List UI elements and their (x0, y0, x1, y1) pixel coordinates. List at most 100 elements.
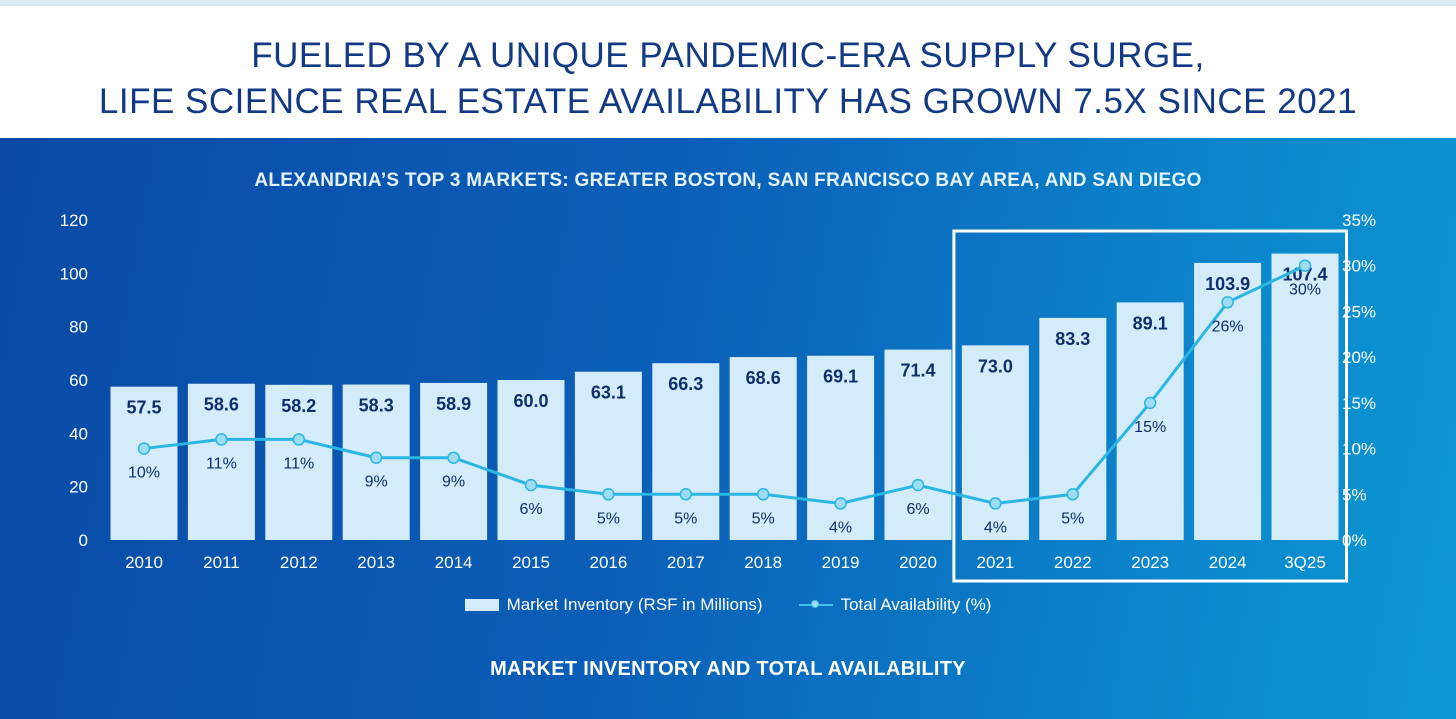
x-tick-label: 2021 (976, 553, 1014, 572)
x-tick-label: 2023 (1131, 553, 1169, 572)
bar-value-label: 63.1 (591, 383, 626, 403)
line-total-availability (143, 264, 1306, 505)
y-right-tick-label: 30% (1342, 257, 1376, 276)
legend-item-availability: Total Availability (%) (798, 595, 992, 615)
bar-value-label: 73.0 (978, 356, 1013, 376)
y-right-tick-label: 15% (1342, 394, 1376, 413)
bar-market-inventory (110, 386, 178, 540)
y-right-tick-label: 35% (1342, 211, 1376, 230)
availability-point (447, 451, 460, 464)
x-tick-label: 2014 (435, 553, 473, 572)
availability-point (679, 488, 693, 501)
x-tick-label: 2020 (899, 553, 937, 572)
x-tick-label: 2017 (667, 553, 705, 572)
x-tick-label: 2018 (744, 553, 782, 572)
legend-line-swatch (798, 599, 833, 611)
chart-footer-title: MARKET INVENTORY AND TOTAL AVAILABILITY (490, 658, 966, 680)
y-right-tick-label: 25% (1342, 302, 1376, 321)
legend-bar-swatch (464, 599, 499, 611)
legend-item-inventory: Market Inventory (RSF in Millions) (464, 595, 763, 615)
legend-label-availability: Total Availability (%) (840, 595, 992, 614)
bar-value-label: 83.3 (1055, 329, 1090, 349)
bar-value-label: 66.3 (668, 374, 703, 394)
x-tick-label: 2012 (280, 553, 318, 572)
bar-value-label: 57.5 (126, 398, 161, 418)
y-right-tick-label: 10% (1342, 440, 1376, 459)
bar-market-inventory (729, 357, 797, 540)
availability-label: 5% (597, 510, 620, 527)
x-tick-label: 2011 (203, 553, 240, 572)
bar-value-label: 58.9 (436, 394, 471, 414)
availability-label: 11% (206, 455, 237, 472)
bar-market-inventory (1039, 317, 1107, 540)
availability-label: 6% (906, 501, 929, 518)
availability-label: 15% (1134, 419, 1166, 436)
bar-value-label: 69.1 (823, 367, 858, 387)
x-tick-label: 2019 (822, 553, 860, 572)
availability-point (369, 451, 383, 464)
availability-point (215, 433, 228, 446)
bar-market-inventory (497, 380, 565, 540)
top-accent-strip (0, 0, 1456, 6)
availability-label: 6% (519, 501, 542, 518)
page-header: FUELED BY A UNIQUE PANDEMIC-ERA SUPPLY S… (0, 6, 1456, 138)
chart-subtitle: ALEXANDRIA’S TOP 3 MARKETS: GREATER BOST… (254, 170, 1202, 191)
y-right-tick-label: 5% (1342, 485, 1367, 504)
availability-point (602, 488, 615, 501)
bar-market-inventory (652, 363, 720, 540)
availability-point (1221, 296, 1234, 309)
bar-value-label: 89.1 (1133, 313, 1168, 333)
availability-point (756, 488, 770, 501)
availability-point (834, 497, 847, 510)
availability-point (911, 478, 925, 492)
availability-point (524, 478, 538, 492)
y-left-tick-label: 60 (69, 371, 88, 390)
x-tick-label: 3Q25 (1284, 553, 1326, 572)
bar-value-label: 58.2 (281, 396, 316, 416)
y-right-tick-label: 0% (1342, 531, 1367, 550)
bar-market-inventory (265, 384, 333, 540)
bar-market-inventory (574, 371, 642, 540)
availability-point (1143, 396, 1157, 410)
availability-label: 5% (674, 510, 697, 527)
y-left-tick-label: 0 (79, 531, 88, 550)
bar-value-label: 71.4 (900, 361, 935, 381)
highlight-box-2021-3q25 (952, 229, 1349, 583)
availability-label: 9% (365, 474, 388, 491)
y-left-tick-label: 120 (60, 211, 88, 230)
bar-market-inventory (187, 383, 255, 540)
bar-market-inventory (1116, 302, 1184, 540)
bar-market-inventory (884, 349, 952, 540)
x-tick-label: 2016 (589, 553, 627, 572)
availability-label: 5% (1061, 510, 1084, 527)
availability-label: 26% (1212, 318, 1244, 335)
availability-point (1066, 488, 1080, 501)
x-tick-label: 2010 (125, 553, 163, 572)
bar-value-label: 60.0 (513, 391, 548, 411)
availability-point (137, 442, 151, 455)
availability-point (292, 433, 306, 446)
y-left-tick-label: 20 (69, 478, 88, 497)
availability-label: 4% (984, 519, 1007, 536)
headline-line-1: FUELED BY A UNIQUE PANDEMIC-ERA SUPPLY S… (251, 36, 1205, 75)
availability-label: 4% (829, 519, 852, 536)
x-tick-label: 2013 (357, 553, 395, 572)
availability-point (989, 497, 1002, 510)
bar-market-inventory (1194, 262, 1262, 540)
availability-label: 10% (128, 465, 160, 482)
bar-value-label: 103.9 (1205, 274, 1250, 294)
y-left-tick-label: 100 (60, 264, 88, 283)
availability-label: 9% (442, 474, 465, 491)
x-tick-label: 2015 (512, 553, 550, 572)
bar-value-label: 58.6 (204, 395, 239, 415)
availability-point (1298, 259, 1312, 272)
bar-value-label: 58.3 (359, 396, 394, 416)
legend-label-inventory: Market Inventory (RSF in Millions) (506, 595, 763, 614)
availability-label: 5% (752, 510, 775, 527)
y-right-tick-label: 20% (1342, 348, 1376, 367)
y-left-tick-label: 40 (69, 424, 88, 443)
x-tick-label: 2022 (1054, 553, 1092, 572)
availability-label: 11% (283, 455, 314, 472)
bar-value-label: 68.6 (746, 368, 781, 388)
